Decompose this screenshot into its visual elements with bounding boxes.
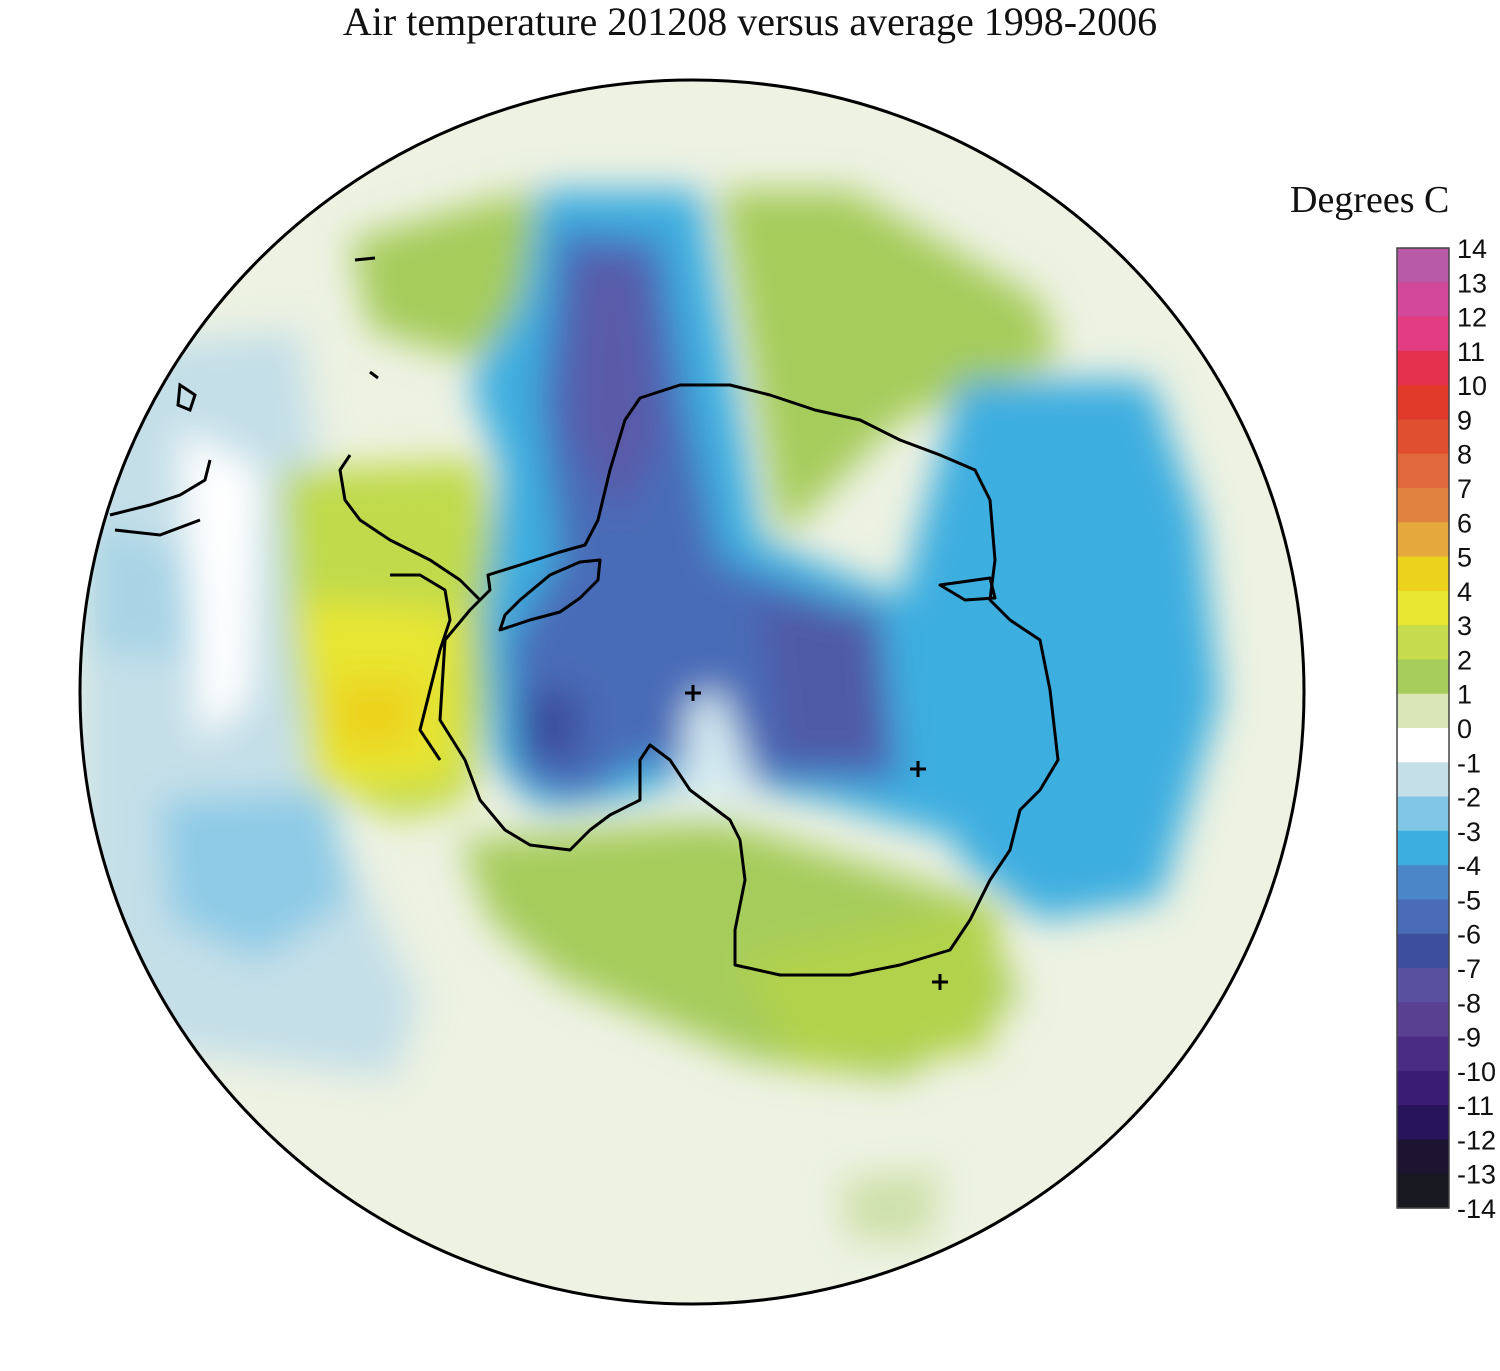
colorbar-segment xyxy=(1397,248,1449,283)
colorbar-tick-label: -9 xyxy=(1457,1023,1481,1053)
colorbar-segment xyxy=(1397,659,1449,695)
colorbar-tick-label: -12 xyxy=(1457,1125,1496,1155)
colorbar-tick-label: 10 xyxy=(1457,371,1487,401)
colorbar-tick-label: -2 xyxy=(1457,783,1481,813)
station-markers xyxy=(685,685,948,990)
colorbar-segment xyxy=(1397,350,1449,386)
colorbar-tick-label: 14 xyxy=(1457,234,1487,264)
colorbar-tick-label: 9 xyxy=(1457,405,1472,435)
colorbar-segment xyxy=(1397,522,1449,558)
colorbar-tick-label: 3 xyxy=(1457,611,1472,641)
colorbar-tick-label: 5 xyxy=(1457,543,1472,573)
colorbar-segment xyxy=(1397,385,1449,421)
colorbar-tick-label: 12 xyxy=(1457,303,1487,333)
colorbar-segment xyxy=(1397,316,1449,352)
colorbar-segment xyxy=(1397,899,1449,935)
colorbar-tick-label: -4 xyxy=(1457,851,1481,881)
colorbar-segment xyxy=(1397,1105,1449,1141)
colorbar-segment xyxy=(1397,968,1449,1003)
colorbar-tick-label: 8 xyxy=(1457,440,1472,470)
colorbar-segment xyxy=(1397,625,1449,661)
colorbar-tick-label: -5 xyxy=(1457,885,1481,915)
map-boundary xyxy=(78,78,1306,1306)
colorbar-segment xyxy=(1397,762,1449,798)
colorbar-segment xyxy=(1397,1139,1449,1175)
pole-marker xyxy=(685,685,701,701)
colorbar-tick-label: 6 xyxy=(1457,508,1472,538)
colorbar-segment xyxy=(1397,453,1449,489)
colorbar-tick-label: 2 xyxy=(1457,645,1472,675)
colorbar-tick-label: -11 xyxy=(1457,1091,1494,1121)
colorbar: 14131211109876543210-1-2-3-4-5-6-7-8-9-1… xyxy=(1396,234,1496,1224)
colorbar-tick-label: -8 xyxy=(1457,988,1481,1018)
colorbar-tick-label: -7 xyxy=(1457,954,1481,984)
colorbar-tick-label: -3 xyxy=(1457,817,1481,847)
colorbar-tick-label: 4 xyxy=(1457,577,1472,607)
colorbar-segment xyxy=(1397,728,1449,763)
colorbar-segment xyxy=(1397,488,1449,523)
colorbar-tick-label: -10 xyxy=(1457,1057,1496,1087)
colorbar-segment xyxy=(1397,419,1449,455)
colorbar-segment xyxy=(1397,1002,1449,1038)
colorbar-tick-label: -14 xyxy=(1457,1194,1496,1224)
antarctica-coastline xyxy=(338,383,1060,977)
colorbar-tick-label: -13 xyxy=(1457,1160,1496,1190)
colorbar-segment xyxy=(1397,1036,1449,1072)
temperature-anomaly-field xyxy=(80,80,1304,1304)
colorbar-tick-label: 0 xyxy=(1457,714,1472,744)
legend-title: Degrees C xyxy=(1290,179,1450,221)
colorbar-tick-label: 1 xyxy=(1457,680,1472,710)
colorbar-segment xyxy=(1397,556,1449,592)
colorbar-tick-label: 11 xyxy=(1457,337,1485,367)
colorbar-segment xyxy=(1397,693,1449,729)
colorbar-segment xyxy=(1397,1070,1449,1106)
colorbar-tick-label: 13 xyxy=(1457,268,1487,298)
station-marker xyxy=(910,761,926,777)
colorbar-tick-label: -6 xyxy=(1457,920,1481,950)
map-title: Air temperature 201208 versus average 19… xyxy=(342,0,1158,44)
south-america-tip xyxy=(109,256,379,537)
colorbar-segment xyxy=(1397,865,1449,901)
colorbar-segment xyxy=(1397,1173,1449,1209)
colorbar-segment xyxy=(1397,590,1449,626)
colorbar-tick-label: -1 xyxy=(1457,748,1481,778)
colorbar-segment xyxy=(1397,282,1449,318)
colorbar-segment xyxy=(1397,796,1449,832)
station-marker xyxy=(932,974,948,990)
colorbar-segment xyxy=(1397,933,1449,969)
colorbar-frame xyxy=(1396,247,1450,1209)
colorbar-tick-label: 7 xyxy=(1457,474,1472,504)
colorbar-segment xyxy=(1397,830,1449,866)
